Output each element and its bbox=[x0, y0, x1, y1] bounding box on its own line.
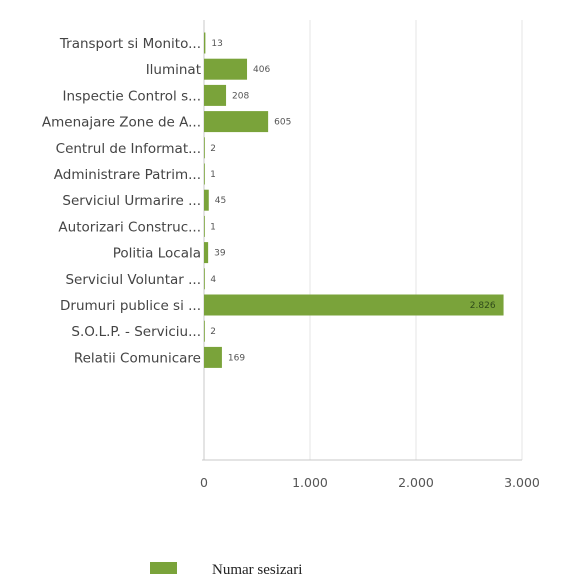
value-label: 1 bbox=[210, 222, 216, 232]
legend-swatch bbox=[150, 562, 177, 574]
category-label: S.O.L.P. - Serviciu... bbox=[71, 324, 201, 340]
bar bbox=[204, 346, 222, 368]
x-tick-label: 2.000 bbox=[398, 475, 434, 490]
bar bbox=[204, 84, 227, 106]
x-tick-label: 0 bbox=[200, 475, 208, 490]
value-label: 208 bbox=[232, 91, 249, 101]
category-label: Transport si Monito... bbox=[59, 36, 201, 52]
category-labels: Transport si Monito... Iluminat Inspectie … bbox=[42, 36, 201, 366]
category-label: Politia Locala bbox=[113, 246, 201, 262]
bar bbox=[204, 320, 205, 342]
bars bbox=[204, 32, 504, 368]
legend: Numar sesizari bbox=[150, 562, 302, 578]
category-label: Administrare Patrim... bbox=[54, 167, 201, 183]
category-label: Inspectie Control s... bbox=[62, 88, 201, 104]
bar bbox=[204, 189, 209, 211]
bar bbox=[204, 294, 504, 316]
legend-label: Numar sesizari bbox=[212, 562, 302, 578]
bar bbox=[204, 242, 209, 264]
category-label: Relatii Comunicare bbox=[74, 350, 201, 366]
x-tick-label: 1.000 bbox=[292, 475, 328, 490]
category-label: Serviciul Voluntar ... bbox=[65, 272, 201, 288]
value-label: 4 bbox=[210, 275, 216, 285]
bar bbox=[204, 58, 248, 80]
category-label: Serviciul Urmarire ... bbox=[62, 193, 201, 209]
bar bbox=[204, 163, 205, 185]
value-label: 406 bbox=[253, 65, 270, 75]
value-label: 2.826 bbox=[470, 301, 496, 311]
category-label: Drumuri publice si ... bbox=[60, 298, 201, 314]
bar bbox=[204, 111, 269, 133]
bar bbox=[204, 32, 206, 54]
value-labels: 13 406 208 605 2 1 45 1 39 4 2.826 2 169 bbox=[210, 39, 496, 363]
x-tick-label: 3.000 bbox=[504, 475, 540, 490]
value-label: 605 bbox=[274, 118, 291, 128]
value-label: 39 bbox=[214, 249, 226, 259]
x-axis-ticks: 0 1.000 2.000 3.000 bbox=[200, 475, 540, 490]
category-label: Autorizari Construc... bbox=[58, 219, 201, 235]
value-label: 13 bbox=[211, 39, 222, 49]
value-label: 169 bbox=[228, 353, 245, 363]
value-label: 1 bbox=[210, 170, 216, 180]
bar bbox=[204, 137, 205, 159]
category-label: Centrul de Informat... bbox=[56, 141, 201, 157]
bar bbox=[204, 215, 205, 237]
category-label: Amenajare Zone de A... bbox=[42, 115, 201, 131]
category-label: Iluminat bbox=[146, 62, 201, 78]
value-label: 2 bbox=[210, 144, 216, 154]
value-label: 45 bbox=[215, 196, 226, 206]
grid-lines bbox=[202, 20, 523, 461]
bar bbox=[204, 268, 205, 290]
value-label: 2 bbox=[210, 327, 216, 337]
